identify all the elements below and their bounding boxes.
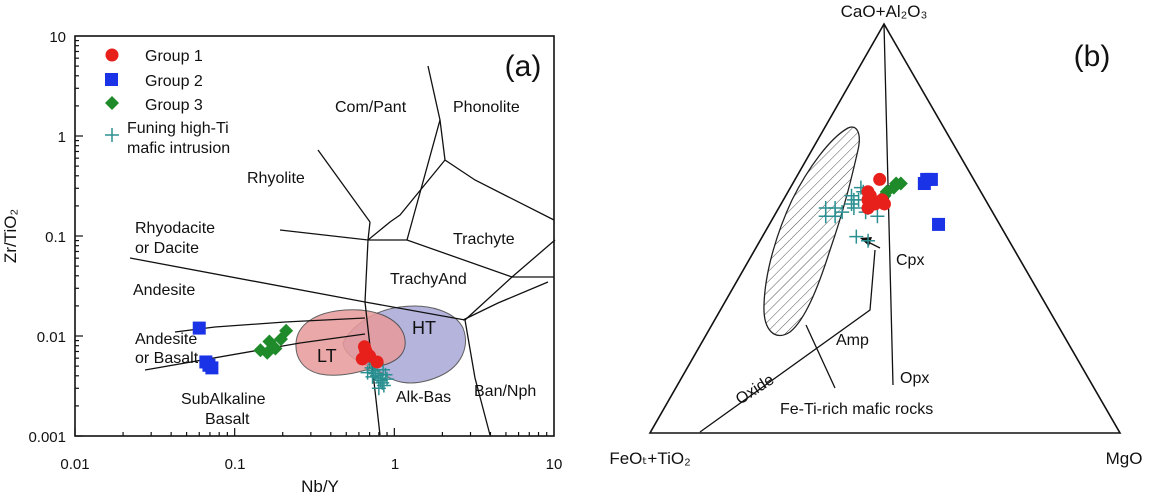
point-b-plus-16 <box>849 229 864 244</box>
legend-marker-group-3 <box>105 96 119 110</box>
field-label-lt: LT <box>317 346 337 366</box>
axis-ticks-a <box>74 39 548 437</box>
data-points-b <box>818 172 946 248</box>
field-label-or-dacite: or Dacite <box>135 240 199 257</box>
point-b-plus-11 <box>828 209 843 224</box>
field-label-com-pant: Com/Pant <box>335 99 407 116</box>
point-a-plus-15 <box>380 372 395 387</box>
ternary-triangle <box>648 22 1122 434</box>
legend-label-group-3: Group 3 <box>145 97 203 114</box>
x-tick-0.1: 0.1 <box>225 456 246 473</box>
cpx-arrow <box>860 237 881 249</box>
legend: Group 1 Group 2 Group 3 Funing high-Ti m… <box>105 48 230 157</box>
field-label-cpx: Cpx <box>896 252 924 269</box>
y-tick-1: 1 <box>58 129 66 146</box>
x-tick-0.01: 0.01 <box>60 456 89 473</box>
legend-label-funing-line-2: mafic intrusion <box>127 140 230 157</box>
field-label-oxide: Oxide <box>733 371 777 408</box>
classification-boundaries <box>129 65 556 436</box>
legend-marker-funing <box>105 128 119 142</box>
panel-a-nb-y-zr-tio2-plot: 0.01 0.1 1 10 10 1 0.1 0.01 0.001 Nb/Y Z… <box>1 29 562 496</box>
x-tick-10: 10 <box>546 456 563 473</box>
legend-label-group-1: Group 1 <box>145 48 203 65</box>
field-label-ht: HT <box>412 318 436 338</box>
point-b-plus-9 <box>835 205 850 220</box>
point-b-circle-6 <box>877 197 891 211</box>
legend-label-funing-line-1: Funing high-Ti <box>127 120 229 137</box>
field-label-rhyolite: Rhyolite <box>247 170 305 187</box>
y-tick-labels: 10 1 0.1 0.01 0.001 <box>28 29 66 446</box>
field-labels-a: Com/Pant Phonolite Rhyolite Rhyodacite o… <box>133 99 536 428</box>
field-label-opx: Opx <box>900 370 929 387</box>
field-label-phonolite: Phonolite <box>453 99 520 116</box>
panel-label-b: (b) <box>1074 40 1111 73</box>
field-label-basalt: Basalt <box>205 411 250 428</box>
point-a-circle-5 <box>370 355 384 369</box>
apex-label-left: FeOₜ+TiO₂ <box>609 449 690 468</box>
y-tick-0.01: 0.01 <box>37 329 66 346</box>
field-label-ban-nph: Ban/Nph <box>474 383 536 400</box>
point-b-circle-7 <box>861 201 875 215</box>
field-label-amp: Amp <box>836 332 869 349</box>
y-tick-0.1: 0.1 <box>45 229 66 246</box>
field-label-trachyand: TrachyAnd <box>390 271 467 288</box>
field-label-andesite-2: Andesite <box>135 331 197 348</box>
apex-label-top: CaO+Al₂O₃ <box>841 2 928 21</box>
point-a-diamond-5 <box>279 323 294 338</box>
point-b-square-3 <box>932 217 946 231</box>
field-label-andesite: Andesite <box>133 282 195 299</box>
y-tick-10: 10 <box>49 29 66 46</box>
point-b-diamond-4 <box>893 176 908 191</box>
point-a-plus-9 <box>371 381 386 396</box>
point-b-square-2 <box>924 172 938 186</box>
point-a-square-0 <box>192 321 206 335</box>
apex-label-right: MgO <box>1106 449 1143 468</box>
field-label-or-basalt: or Basalt <box>135 350 199 367</box>
point-b-plus-14 <box>870 209 885 224</box>
field-label-rhyodacite: Rhyodacite <box>135 220 215 237</box>
y-tick-0.001: 0.001 <box>28 429 66 446</box>
point-a-diamond-3 <box>268 341 283 356</box>
field-label-subalkaline: SubAlkaline <box>181 391 266 408</box>
fe-ti-rich-field <box>763 126 860 337</box>
x-tick-labels: 0.01 0.1 1 10 <box>60 456 562 473</box>
point-b-plus-15 <box>861 233 876 248</box>
point-b-plus-6 <box>846 201 861 216</box>
point-b-plus-4 <box>844 196 859 211</box>
field-label-fe-ti-rich: Fe-Ti-rich mafic rocks <box>780 401 933 418</box>
x-tick-1: 1 <box>391 456 399 473</box>
panel-b-ternary-plot: CaO+Al₂O₃ FeOₜ+TiO₂ MgO (b) Cpx Amp Opx … <box>609 2 1142 468</box>
point-a-plus-14 <box>360 365 375 380</box>
data-points-a <box>192 321 395 396</box>
field-label-trachyte: Trachyte <box>453 231 515 248</box>
legend-marker-group-1 <box>105 48 119 62</box>
y-axis-label: Zr/TiO₂ <box>1 209 20 263</box>
point-a-square-3 <box>205 361 219 375</box>
point-b-circle-0 <box>873 172 887 186</box>
legend-marker-group-2 <box>105 73 118 86</box>
field-label-alk-bas: Alk-Bas <box>396 389 451 406</box>
legend-label-group-2: Group 2 <box>145 73 203 90</box>
panel-label-a: (a) <box>505 50 542 83</box>
x-axis-label: Nb/Y <box>301 477 339 496</box>
